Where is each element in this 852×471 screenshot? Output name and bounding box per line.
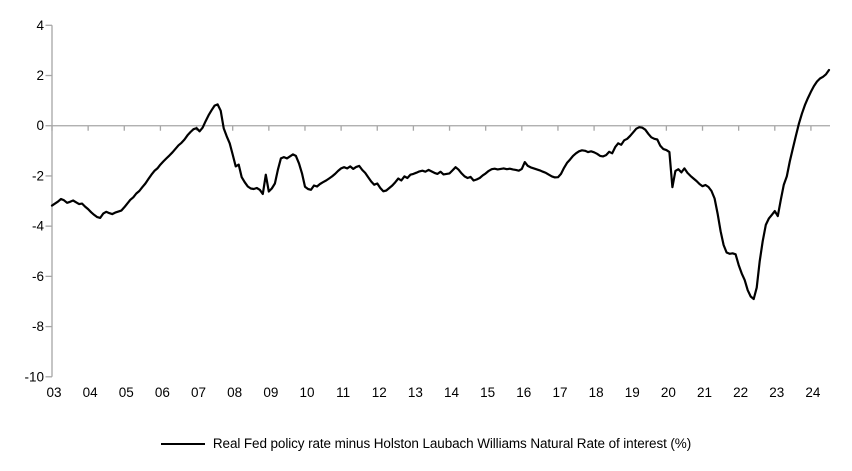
y-axis-tick-label: 0 — [36, 118, 44, 133]
x-axis-tick-label: 19 — [625, 385, 640, 400]
x-axis-tick-label: 16 — [516, 385, 531, 400]
x-axis-tick-label: 08 — [227, 385, 242, 400]
x-axis-tick-label: 04 — [83, 385, 99, 400]
legend-line-swatch — [160, 442, 205, 445]
x-axis-tick-label: 24 — [805, 385, 821, 400]
y-axis-tick-label: 4 — [36, 18, 44, 33]
legend: Real Fed policy rate minus Holston Lauba… — [0, 436, 852, 451]
legend-label: Real Fed policy rate minus Holston Lauba… — [212, 436, 692, 451]
x-axis-tick-label: 22 — [733, 385, 748, 400]
x-axis-tick-label: 13 — [408, 385, 423, 400]
x-axis-tick-label: 20 — [661, 385, 676, 400]
y-axis-tick-label: -10 — [24, 369, 44, 384]
x-axis-tick-label: 07 — [191, 385, 206, 400]
y-axis-tick-label: -8 — [32, 319, 44, 334]
x-axis-tick-label: 10 — [299, 385, 314, 400]
y-axis-tick-label: -6 — [32, 269, 44, 284]
x-axis-tick-label: 18 — [589, 385, 604, 400]
x-axis-tick-label: 11 — [336, 385, 350, 400]
x-axis-tick-label: 06 — [155, 385, 170, 400]
x-axis-tick-label: 03 — [46, 385, 61, 400]
y-axis-tick-label: -4 — [32, 219, 44, 234]
y-axis-tick-label: 2 — [36, 68, 44, 83]
x-axis-tick-label: 12 — [372, 385, 387, 400]
x-axis-tick-label: 14 — [444, 385, 460, 400]
x-axis-tick-label: 23 — [769, 385, 784, 400]
x-axis-tick-label: 21 — [697, 385, 712, 400]
x-axis-tick-label: 09 — [263, 385, 278, 400]
data-line-series — [50, 68, 831, 301]
x-axis-tick-label: 05 — [119, 385, 134, 400]
x-axis-tick-label: 17 — [552, 385, 567, 400]
y-axis-tick-label: -2 — [32, 168, 44, 183]
x-axis-tick-label: 15 — [480, 385, 495, 400]
